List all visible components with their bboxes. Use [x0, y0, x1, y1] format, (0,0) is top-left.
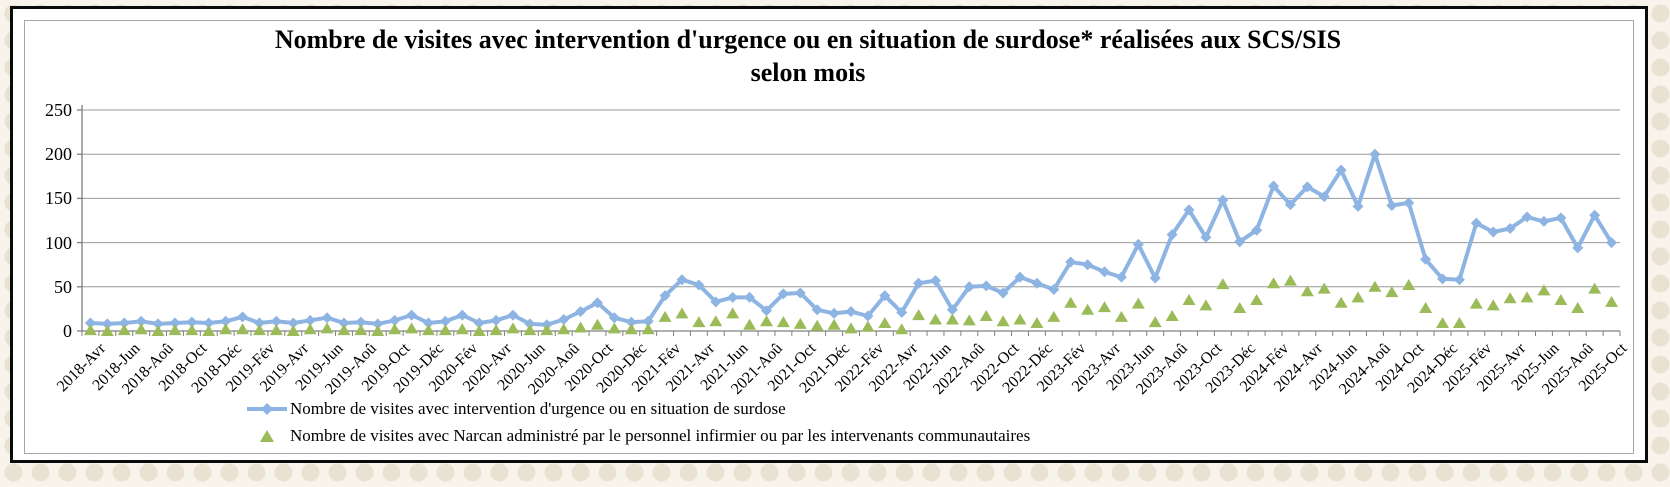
- legend-label-narcan: Nombre de visites avec Narcan administré…: [290, 425, 1031, 445]
- chart-title: Nombre de visites avec intervention d'ur…: [43, 23, 1573, 89]
- y-tick-label-200: 200: [45, 144, 72, 165]
- legend-triangle-icon: [246, 429, 288, 443]
- y-tick-label-0: 0: [63, 321, 72, 341]
- legend: Nombre de visites avec intervention d'ur…: [246, 395, 1030, 449]
- series-urgence-line[interactable]: [88, 152, 1614, 327]
- series-narcan-markers[interactable]: [83, 274, 1619, 336]
- legend-item-urgence[interactable]: Nombre de visites avec intervention d'ur…: [246, 395, 1030, 422]
- y-tick-label-50: 50: [54, 276, 72, 297]
- legend-label-urgence: Nombre de visites avec intervention d'ur…: [290, 398, 786, 418]
- y-tick-label-150: 150: [45, 188, 72, 209]
- legend-line-diamond-icon: [246, 402, 288, 416]
- chart-object[interactable]: Nombre de visites avec intervention d'ur…: [10, 6, 1648, 463]
- plot-area: [77, 105, 1621, 336]
- chart-title-line1: Nombre de visites avec intervention d'ur…: [274, 25, 1342, 54]
- chart-title-line2: selon mois: [750, 58, 866, 87]
- y-tick-label-100: 100: [45, 232, 72, 253]
- series-urgence-markers[interactable]: [84, 148, 1618, 331]
- y-tick-label-250: 250: [45, 100, 72, 120]
- legend-item-narcan[interactable]: Nombre de visites avec Narcan administré…: [246, 422, 1030, 449]
